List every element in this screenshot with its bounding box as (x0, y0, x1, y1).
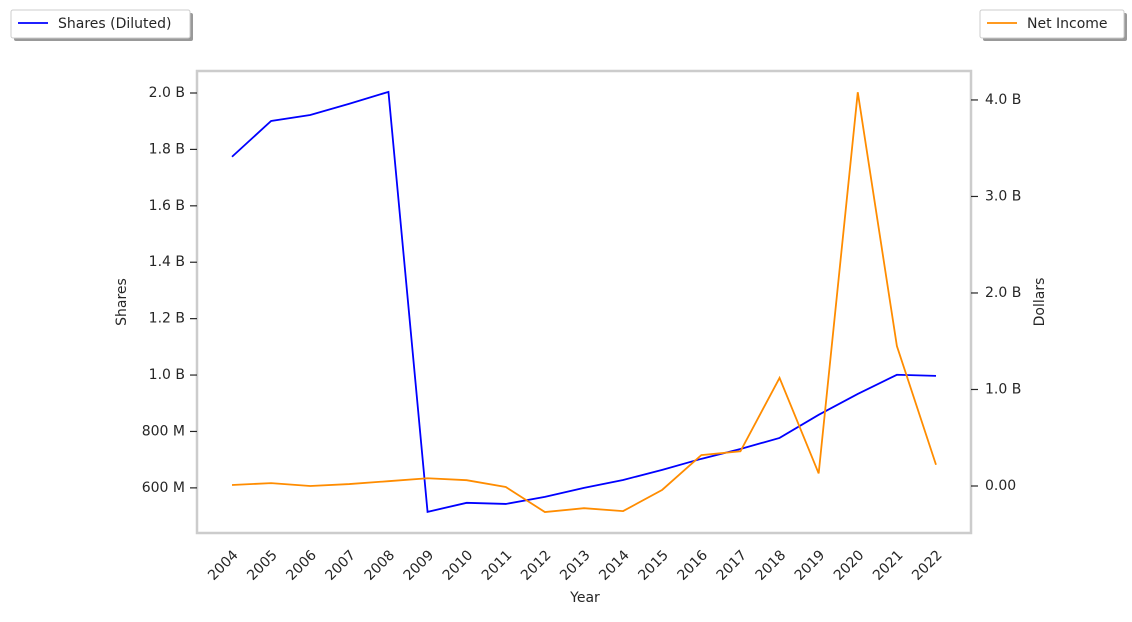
y2-tick-label: 1.0 B (985, 381, 1021, 397)
y2-tick-label: 0.00 (985, 478, 1016, 494)
x-axis-label: Year (569, 590, 600, 606)
x-tick-label: 2010 (440, 547, 477, 584)
x-tick-label: 2007 (322, 547, 359, 584)
legend-label: Shares (Diluted) (58, 16, 172, 32)
legend-box (979, 9, 1125, 39)
x-tick-label: 2019 (792, 547, 829, 584)
x-tick-label: 2016 (674, 547, 711, 584)
x-tick-label: 2017 (714, 547, 751, 584)
x-tick-label: 2008 (362, 547, 399, 584)
y-tick-label: 1.6 B (149, 198, 185, 214)
y-tick-label: 1.4 B (149, 254, 185, 270)
data-line (231, 90, 937, 513)
y-tick-label: 600 M (142, 480, 185, 496)
x-tick-label: 2006 (283, 547, 320, 584)
x-tick-label: 2021 (870, 547, 907, 584)
x-tick-label: 2005 (244, 547, 281, 584)
legend-label: Net Income (1027, 16, 1108, 32)
x-tick-label: 2011 (479, 547, 516, 584)
x-tick-label: 2012 (518, 547, 555, 584)
y-tick-label: 800 M (142, 423, 185, 439)
y-axis-label: Shares (114, 278, 130, 326)
y-tick-label: 1.8 B (149, 141, 185, 157)
legend-box (10, 9, 191, 39)
x-tick-label: 2014 (596, 547, 633, 584)
y2-tick-label: 3.0 B (985, 188, 1021, 204)
y-tick-label: 2.0 B (149, 85, 185, 101)
x-tick-label: 2020 (831, 547, 868, 584)
x-tick-label: 2015 (635, 547, 672, 584)
x-tick-label: 2018 (753, 547, 790, 584)
y2-tick-label: 4.0 B (985, 92, 1021, 108)
y-tick-label: 1.0 B (149, 367, 185, 383)
data-line (231, 92, 937, 513)
x-tick-label: 2009 (401, 547, 438, 584)
x-tick-label: 2013 (557, 547, 594, 584)
x-tick-label: 2004 (205, 547, 242, 584)
x-tick-label: 2022 (909, 547, 946, 584)
y2-tick-label: 2.0 B (985, 285, 1021, 301)
plot-frame (195, 69, 973, 535)
y-tick-label: 1.2 B (149, 311, 185, 327)
y2-axis-label: Dollars (1032, 278, 1048, 327)
